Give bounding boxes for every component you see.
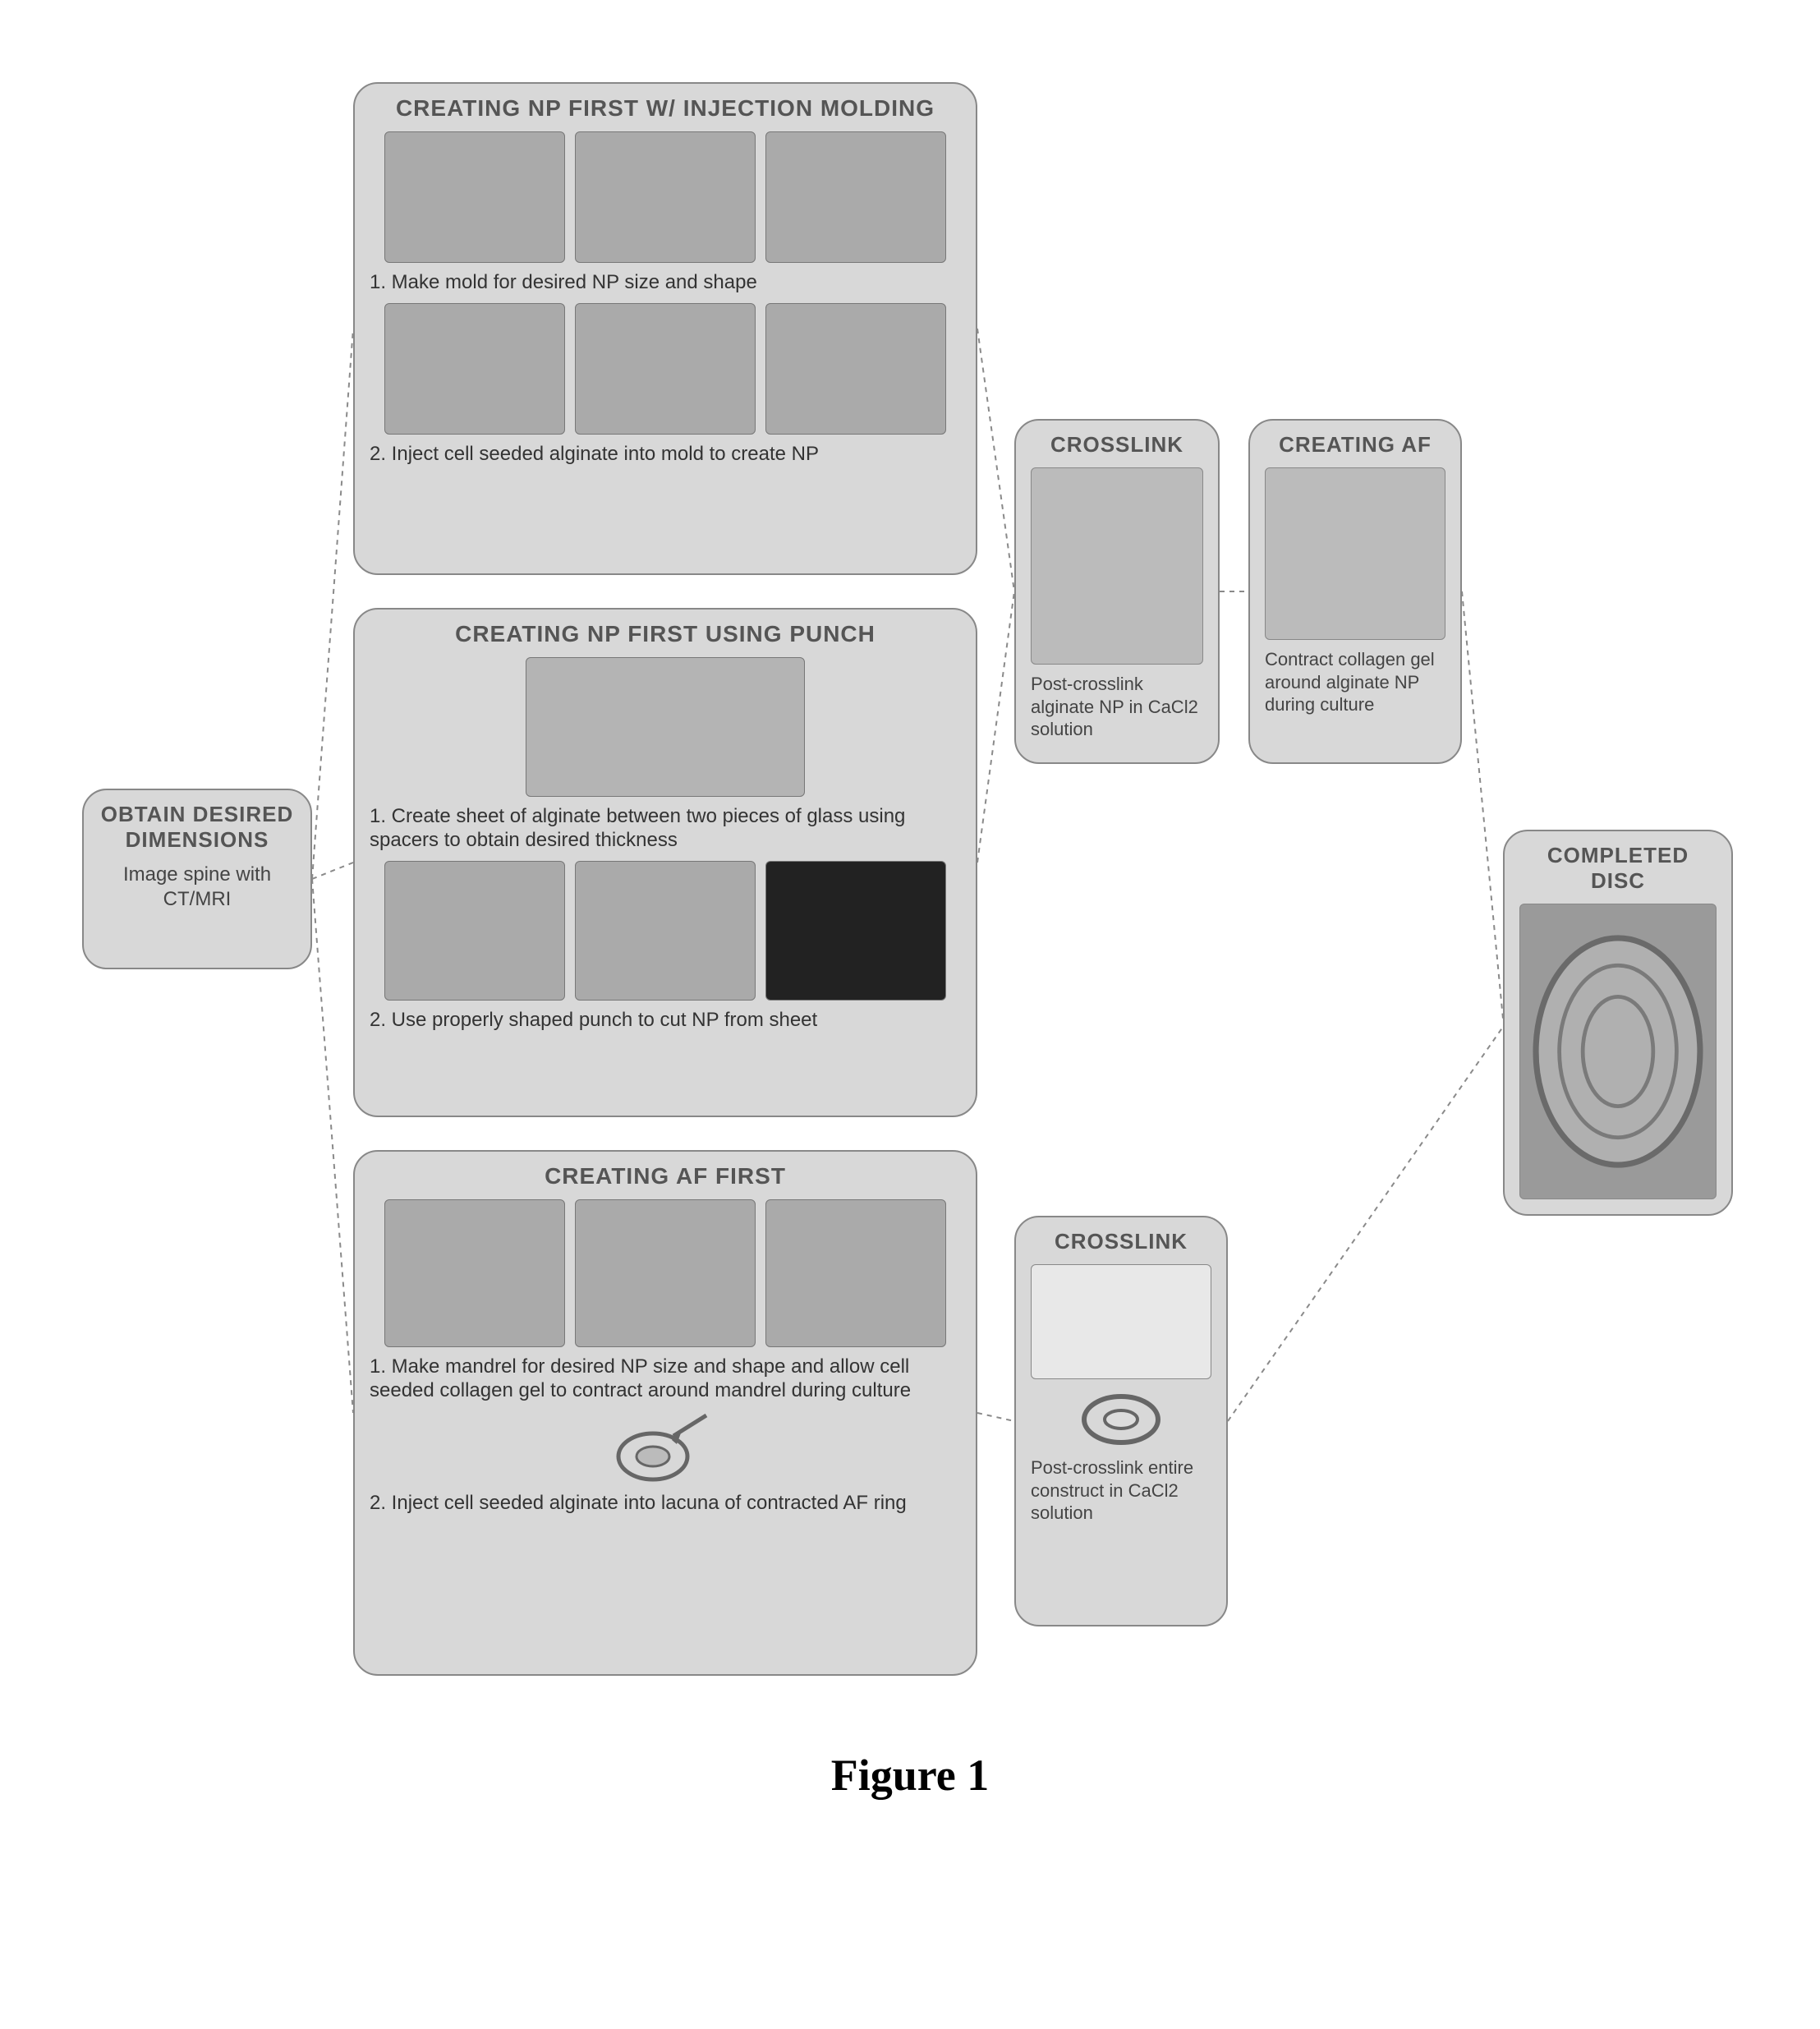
box-title: CREATING AF FIRST [370,1163,961,1189]
placeholder-image [575,1199,756,1347]
box-completed-disc: COMPLETED DISC [1503,830,1733,1216]
box-obtain-dimensions: OBTAIN DESIRED DIMENSIONS Image spine wi… [82,789,312,969]
placeholder-image [1519,904,1717,1199]
placeholder-image [765,303,946,435]
box-title: CREATING AF [1265,432,1445,458]
box-text: Image spine with CT/MRI [99,863,296,912]
ring-icon [1031,1391,1211,1448]
box-title: CREATING NP FIRST USING PUNCH [370,621,961,647]
box-title: COMPLETED DISC [1519,843,1717,894]
placeholder-image [1265,467,1445,640]
image-row [370,131,961,263]
step-text: 1. Make mold for desired NP size and sha… [370,271,961,295]
flowchart-canvas: OBTAIN DESIRED DIMENSIONS Image spine wi… [0,0,1820,1807]
box-title: CREATING NP FIRST W/ INJECTION MOLDING [370,95,961,122]
placeholder-image [1031,467,1203,665]
step-text: 1. Create sheet of alginate between two … [370,805,961,853]
step-text: 1. Make mandrel for desired NP size and … [370,1355,961,1403]
image-row [370,861,961,1001]
placeholder-image [1031,1264,1211,1379]
box-crosslink-bottom: CROSSLINK Post-crosslink entire construc… [1014,1216,1228,1626]
image-row [370,657,961,797]
ring-injection-icon [370,1411,961,1485]
box-text: Contract collagen gel around alginate NP… [1265,648,1445,716]
step-text: 2. Inject cell seeded alginate into lacu… [370,1492,961,1516]
box-injection-molding: CREATING NP FIRST W/ INJECTION MOLDING 1… [353,82,977,575]
image-row [370,303,961,435]
placeholder-image [765,861,946,1001]
step-text: 2. Inject cell seeded alginate into mold… [370,443,961,467]
box-title: CROSSLINK [1031,1229,1211,1254]
placeholder-image [575,131,756,263]
box-text: Post-crosslink alginate NP in CaCl2 solu… [1031,673,1203,741]
placeholder-image [384,861,565,1001]
placeholder-image [384,131,565,263]
box-title: OBTAIN DESIRED DIMENSIONS [99,802,296,853]
placeholder-image [575,861,756,1001]
placeholder-image [384,303,565,435]
box-crosslink-top: CROSSLINK Post-crosslink alginate NP in … [1014,419,1220,764]
placeholder-image [526,657,805,797]
placeholder-image [765,131,946,263]
box-creating-af: CREATING AF Contract collagen gel around… [1248,419,1462,764]
placeholder-image [765,1199,946,1347]
box-title: CROSSLINK [1031,432,1203,458]
box-punch: CREATING NP FIRST USING PUNCH 1. Create … [353,608,977,1117]
image-row [370,1199,961,1347]
placeholder-image [384,1199,565,1347]
placeholder-image [575,303,756,435]
box-af-first: CREATING AF FIRST 1. Make mandrel for de… [353,1150,977,1676]
figure-label: Figure 1 [831,1750,989,1801]
box-text: Post-crosslink entire construct in CaCl2… [1031,1456,1211,1525]
step-text: 2. Use properly shaped punch to cut NP f… [370,1009,961,1033]
